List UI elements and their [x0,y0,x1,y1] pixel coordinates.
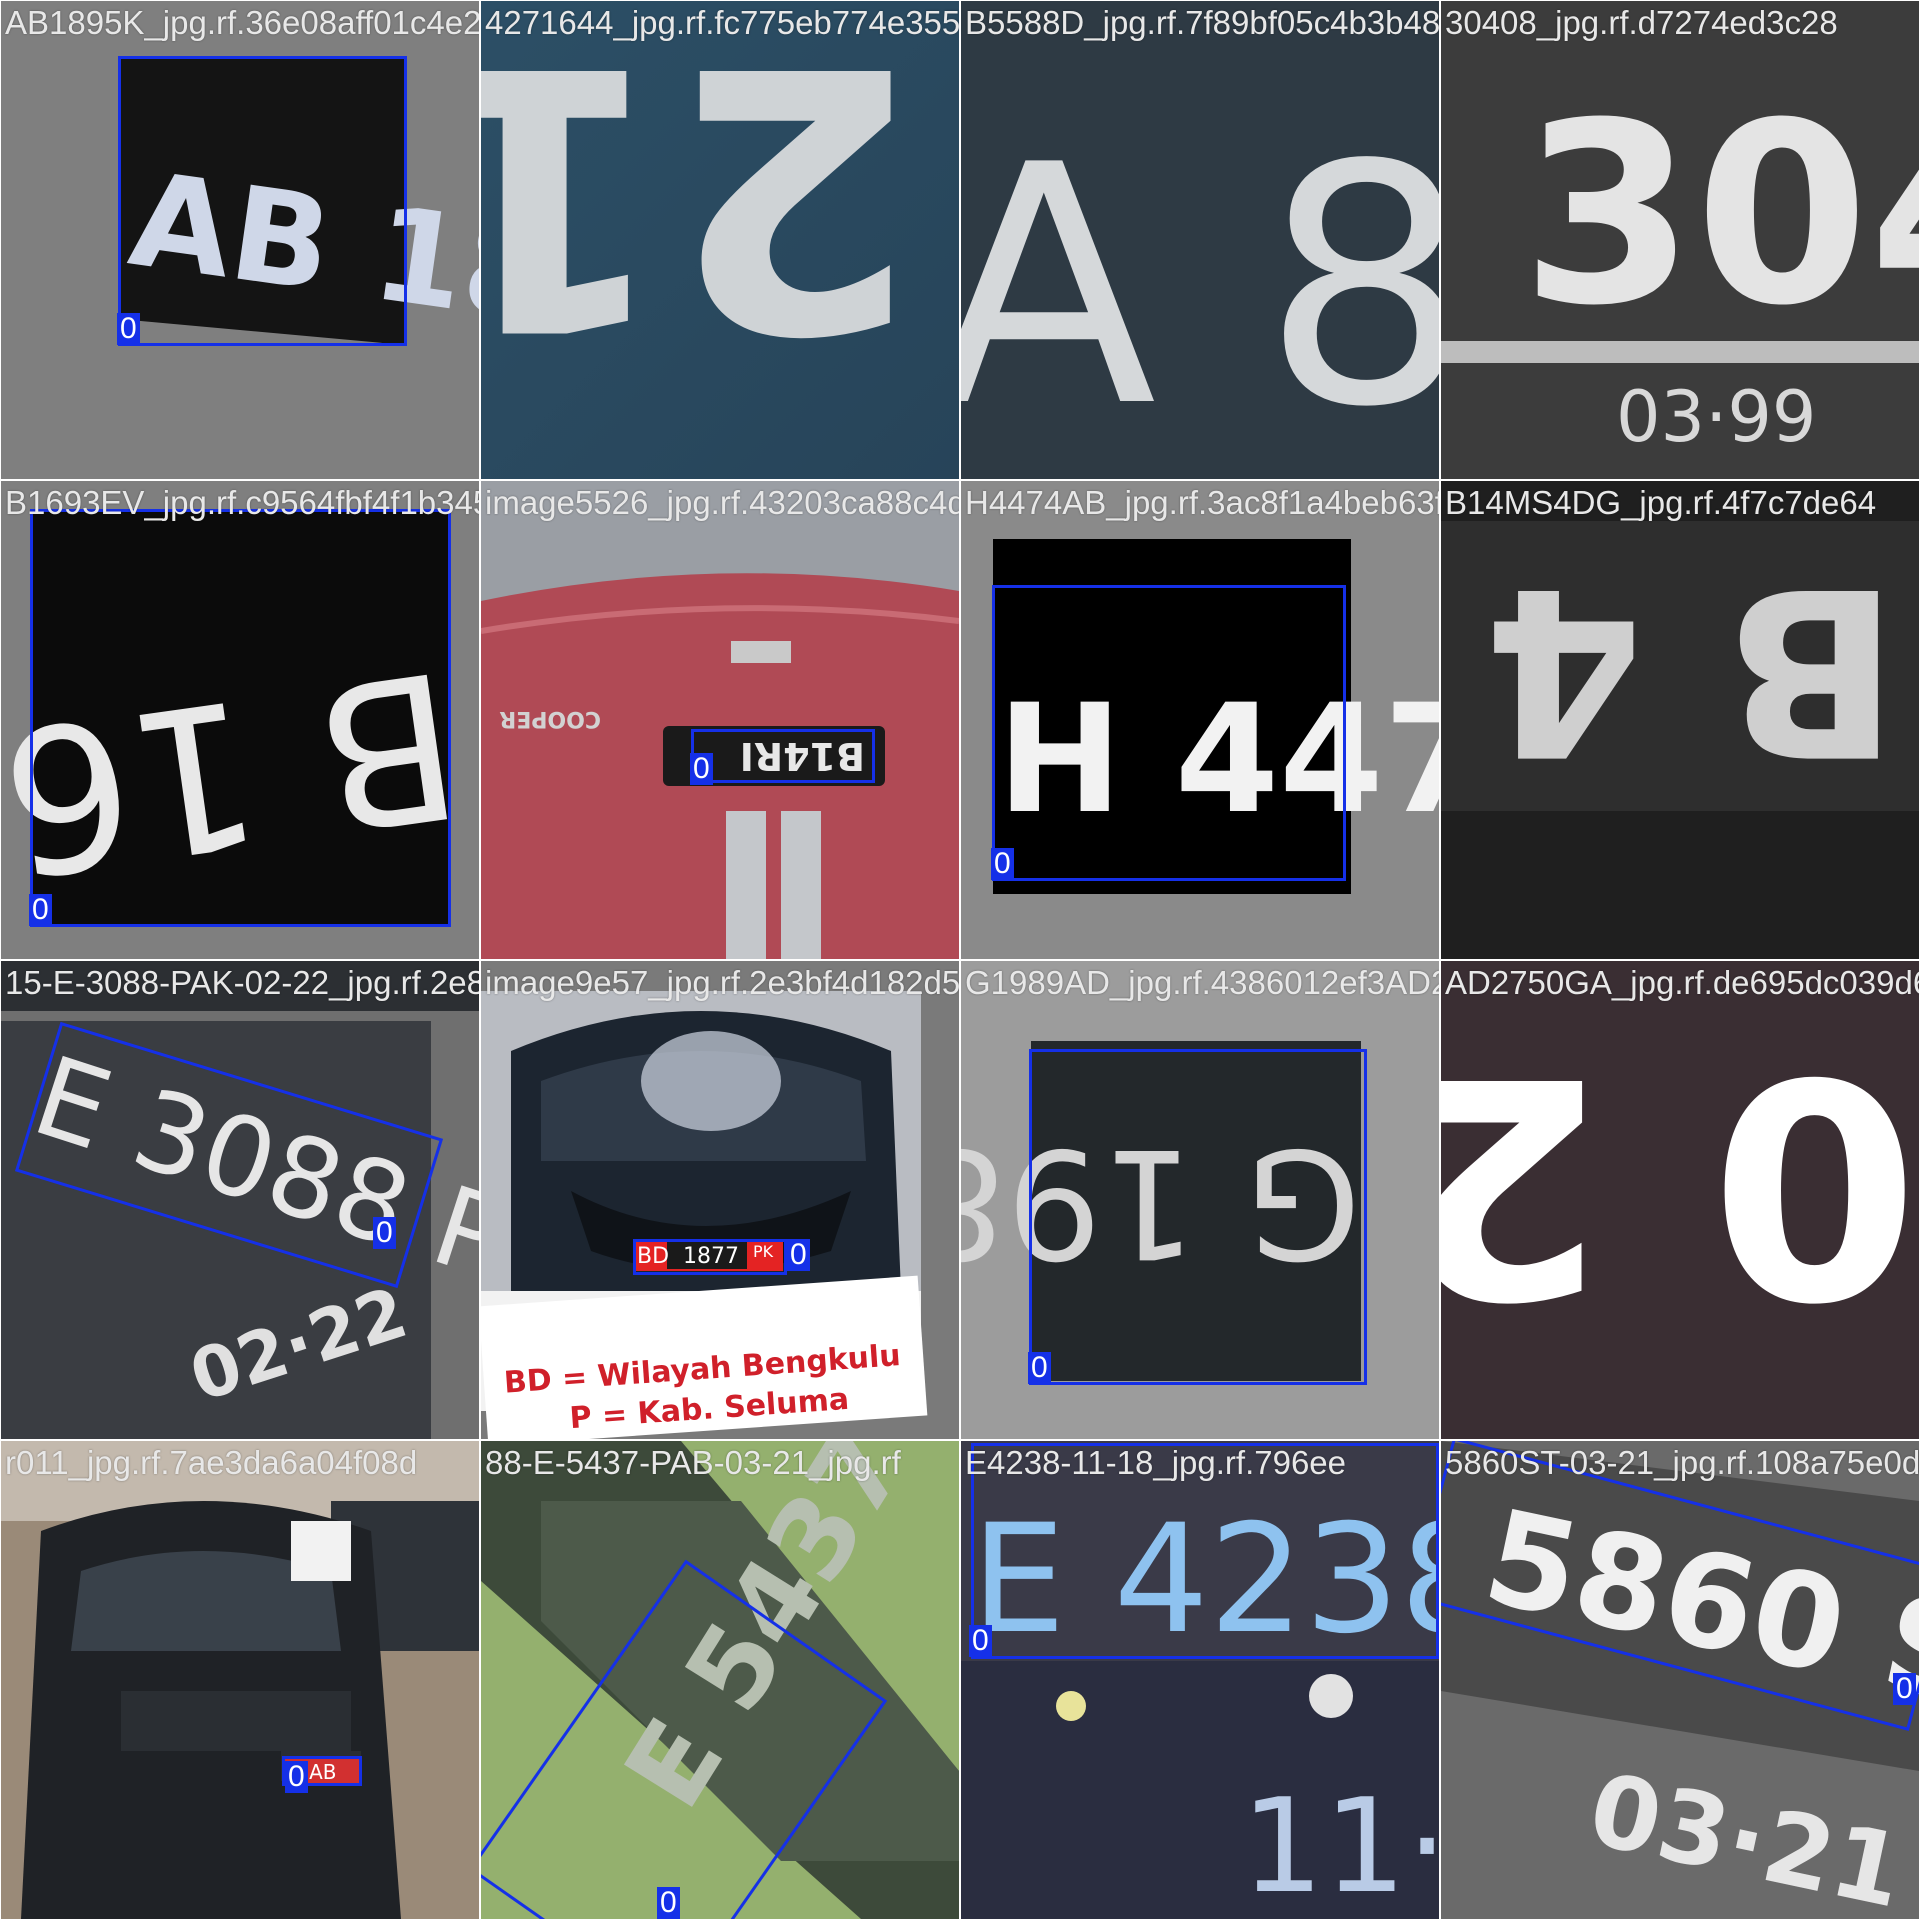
plate-expiry: 11·1 [1241,1770,1439,1919]
tile-15: E 4238 11·1 0 E4238-11-18_jpg.rf.796ee [961,1441,1439,1919]
class-label: 0 [373,1217,396,1249]
class-label: 0 [1028,1352,1051,1384]
detection-box [992,585,1346,881]
class-label: 0 [1893,1673,1916,1705]
detection-box [633,1239,787,1275]
tile-14: E 5437 0 88-E-5437-PAB-03-21_jpg.rf [481,1441,959,1919]
plate-characters: B14RI [740,734,865,778]
plate-photo: 5860 ST 03·21 [1441,1441,1919,1919]
plate-photo: E 4238 11·1 [961,1441,1439,1919]
plate-characters: A 8885 G [961,95,1439,479]
tile-11: G 1989 AD 0 G1989AD_jpg.rf.4386012ef3AD2… [961,961,1439,1439]
tile-1: AB 1895 K 0 AB1895K_jpg.rf.36e08aff01c4e… [1,1,479,479]
plate-photo: E 5437 [481,1441,959,1919]
tile-9: E 3088 PAK 02·22 0 15-E-3088-PAK-02-22_j… [1,961,479,1439]
tile-5: B 1693 EV 0 B1693EV_jpg.rf.c9564fbf4f1b3… [1,481,479,959]
plate-suffix: PK [753,1242,774,1261]
tile-10: BD = Wilayah Bengkulu P = Kab. Seluma BD… [481,961,959,1439]
plate-characters: H 4474 AB [997,673,1439,847]
plate-photo: B 1693 EV [1,481,479,959]
detection-box [282,1756,362,1786]
plate-characters: E 4238 [971,1493,1439,1667]
plate-photo: B AB [1,1441,479,1919]
plate-photo: 0 2750 G [1441,961,1919,1439]
class-label: 0 [991,848,1014,880]
detection-box [1029,1049,1367,1385]
plate-photo: 304 03·99 [1441,1,1919,479]
plate-region: BD [637,1244,669,1269]
plate-photo: A 8885 G [961,1,1439,479]
class-label: 0 [787,1239,810,1271]
plate-characters: B 4 MS [1441,536,1899,803]
plate-number: 1877 [683,1244,739,1269]
tile-4: 304 03·99 30408_jpg.rf.d7274ed3c28 [1441,1,1919,479]
detection-box [118,56,407,346]
plate-characters: G 1989 AD [961,1115,1361,1289]
class-label: 0 [29,894,52,926]
tile-16: 5860 ST 03·21 0 5860ST-03-21_jpg.rf.108a… [1441,1441,1919,1919]
tile-2: 2172 4271644_jpg.rf.fc775eb774e3552880 [481,1,959,479]
plate-photo: AB 1895 K [1,1,479,479]
class-label: 0 [969,1625,992,1657]
plate-photo: E 3088 PAK 02·22 [1,961,479,1439]
detection-box [971,1443,1439,1659]
tile-7: H 4474 AB 0 H4474AB_jpg.rf.3ac8f1a4beb63… [961,481,1439,959]
plate-photo: B 4 MS [1441,481,1919,959]
tile-6: B14RI COOPER 0 image5526_jpg.rf.43203ca8… [481,481,959,959]
plate-photo: 2172 [481,1,959,479]
tile-13: B AB 0 r011_jpg.rf.7ae3da6a04f08d [1,1441,479,1919]
class-label: 0 [690,753,713,785]
class-label: 0 [657,1887,680,1919]
tile-3: A 8885 G B5588D_jpg.rf.7f89bf05c4b3b48b4… [961,1,1439,479]
plate-photo: B14RI COOPER [481,481,959,959]
detection-box [30,509,451,927]
plate-characters: 304 [1521,69,1919,360]
tile-8: B 4 MS B14MS4DG_jpg.rf.4f7c7de64 [1441,481,1919,959]
plate-characters: 0 2750 G [1441,1010,1919,1359]
plate-expiry: 03·99 [1616,376,1816,458]
plate-characters: 2172 [481,1,919,405]
tile-12: 0 2750 G AD2750GA_jpg.rf.de695dc039d6 [1441,961,1919,1439]
plate-photo: BD = Wilayah Bengkulu P = Kab. Seluma BD… [481,961,959,1439]
class-label: 0 [117,313,140,345]
brand-badge: COOPER [499,706,601,731]
detection-box [691,729,875,783]
class-label: 0 [285,1761,308,1793]
